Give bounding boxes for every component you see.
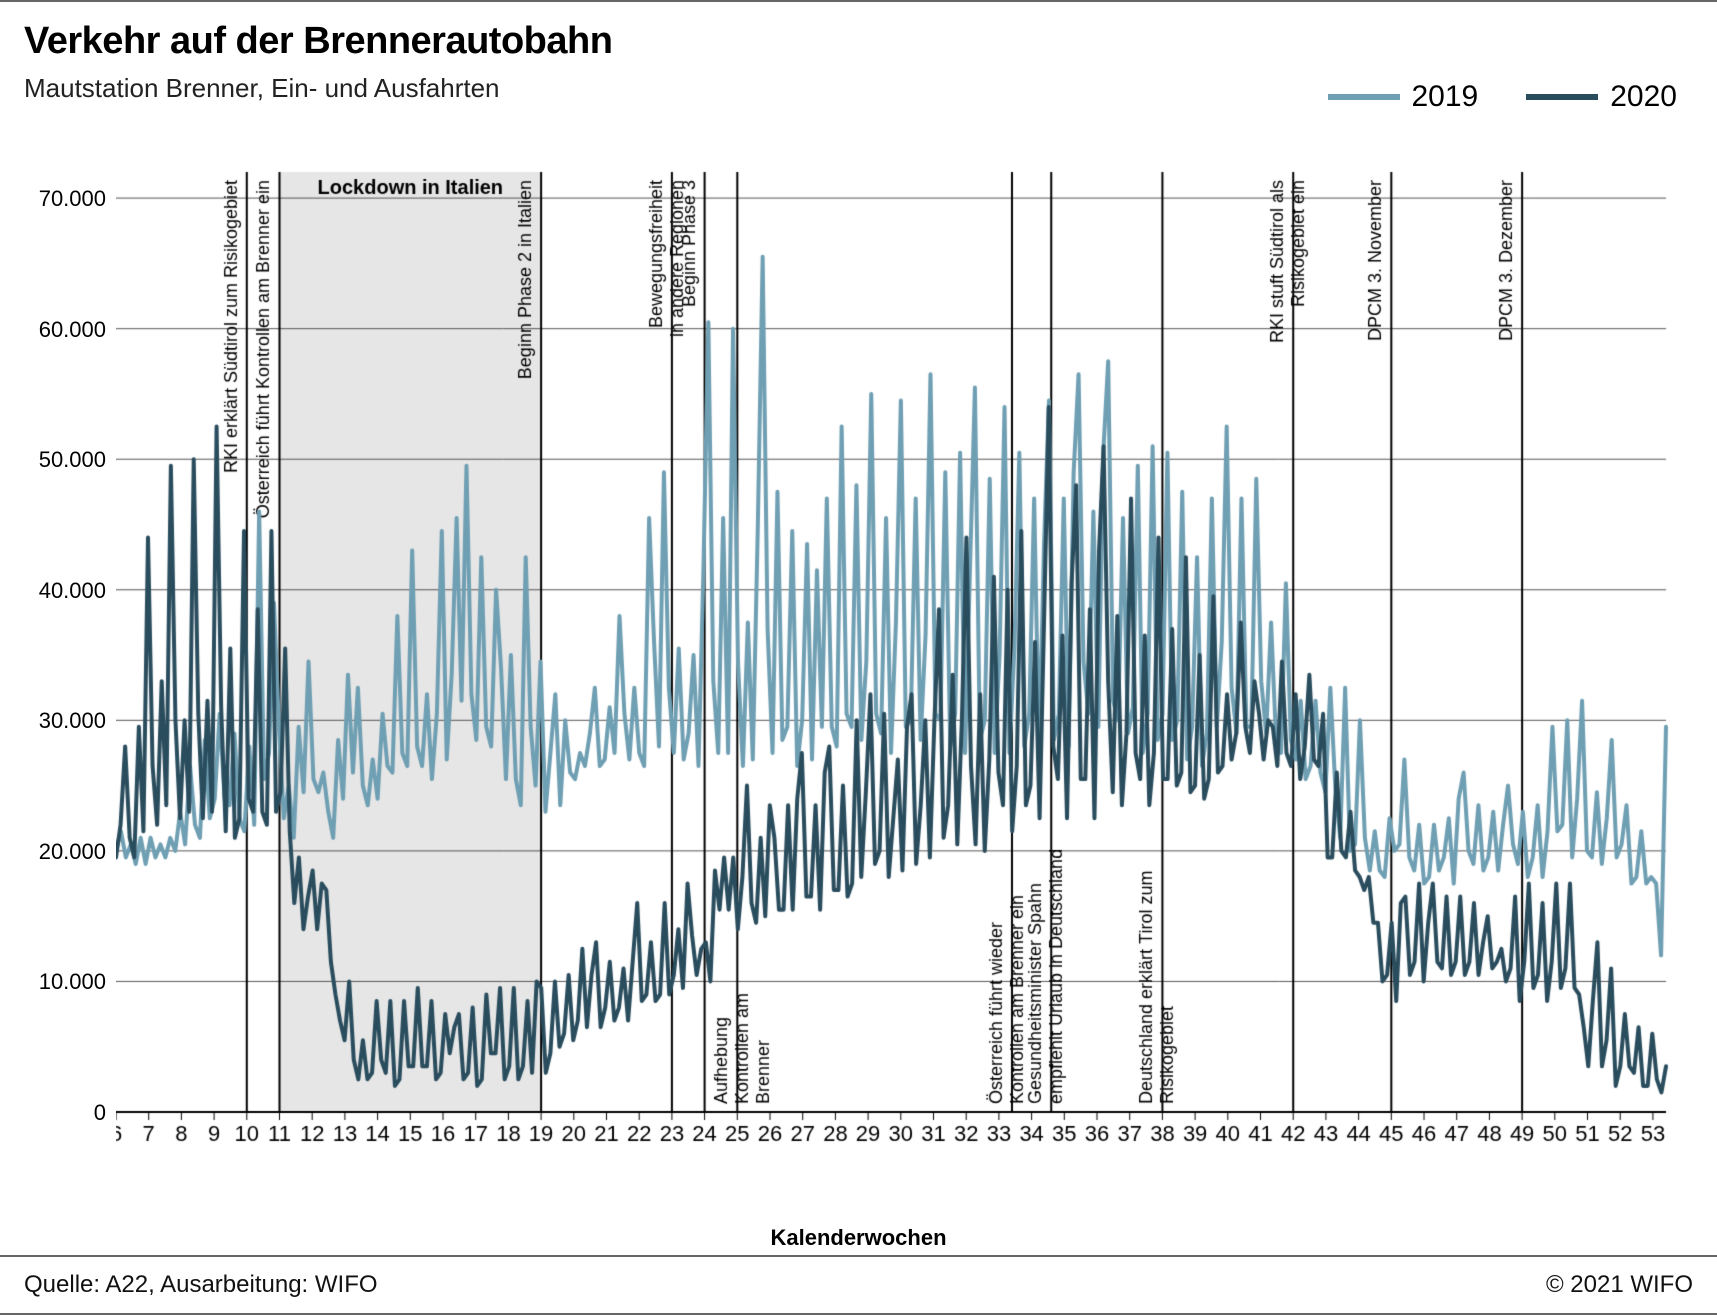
- legend-swatch-2019: [1328, 94, 1400, 100]
- y-tick-label: 10.000: [16, 969, 106, 995]
- footer-copyright: © 2021 WIFO: [1546, 1271, 1693, 1299]
- footer-source: Quelle: A22, Ausarbeitung: WIFO: [24, 1271, 378, 1299]
- chart-title: Verkehr auf der Brennerautobahn: [24, 20, 1693, 63]
- plot-area: 010.00020.00030.00040.00050.00060.00070.…: [116, 152, 1676, 1172]
- y-tick-label: 20.000: [16, 839, 106, 865]
- chart-frame: Verkehr auf der Brennerautobahn Mautstat…: [0, 0, 1717, 1315]
- footer: Quelle: A22, Ausarbeitung: WIFO © 2021 W…: [0, 1255, 1717, 1313]
- y-tick-label: 60.000: [16, 317, 106, 343]
- y-tick-label: 50.000: [16, 447, 106, 473]
- legend-item-2019: 2019: [1328, 80, 1479, 114]
- y-tick-label: 30.000: [16, 708, 106, 734]
- y-tick-label: 40.000: [16, 578, 106, 604]
- legend-label-2020: 2020: [1610, 80, 1677, 114]
- legend-label-2019: 2019: [1412, 80, 1479, 114]
- legend-swatch-2020: [1526, 94, 1598, 100]
- legend-item-2020: 2020: [1526, 80, 1677, 114]
- plot-canvas: [116, 152, 1676, 1172]
- y-tick-label: 0: [16, 1100, 106, 1126]
- legend: 2019 2020: [1328, 80, 1678, 114]
- x-axis-title: Kalenderwochen: [0, 1225, 1717, 1251]
- y-tick-label: 70.000: [16, 186, 106, 212]
